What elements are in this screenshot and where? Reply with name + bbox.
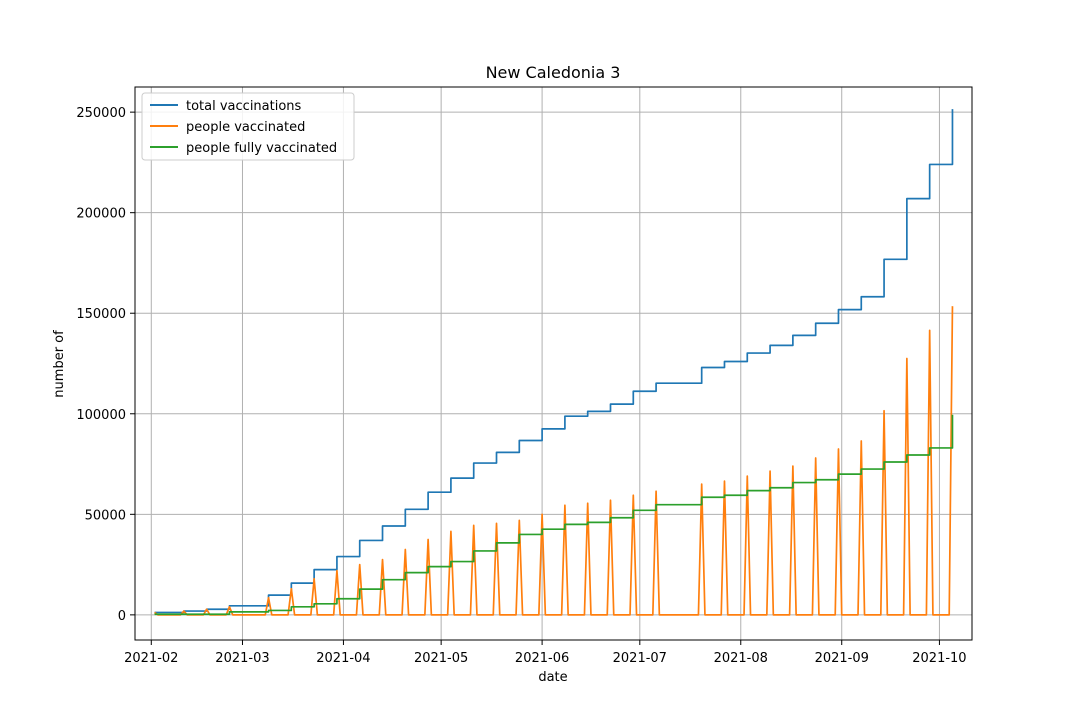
series-line-1 — [154, 306, 954, 616]
x-tick-label: 2021-03 — [215, 651, 269, 666]
x-tick-label: 2021-05 — [414, 651, 468, 666]
x-tick-label: 2021-02 — [124, 651, 178, 666]
y-tick-label: 0 — [118, 609, 126, 624]
series-layer — [154, 109, 954, 616]
legend: total vaccinations people vaccinated peopl… — [141, 92, 355, 161]
legend-label: people fully vaccinated — [186, 141, 337, 156]
legend-label: total vaccinations — [186, 99, 302, 114]
series-line-0 — [154, 109, 954, 614]
x-ticks: 2021-02 2021-03 2021-04 2021-05 2021-06 2021-… — [124, 640, 967, 666]
y-tick-label: 200000 — [76, 207, 126, 222]
x-tick-label: 2021-07 — [613, 651, 667, 666]
y-tick-label: 50000 — [85, 508, 126, 523]
x-axis-label: date — [538, 670, 567, 685]
y-tick-label: 100000 — [76, 408, 126, 423]
x-tick-label: 2021-04 — [316, 651, 370, 666]
series-line-2 — [154, 414, 954, 616]
legend-label: people vaccinated — [186, 120, 305, 135]
y-axis-label: number of — [52, 330, 67, 398]
legend-box — [141, 92, 355, 161]
y-ticks: 0 50000 100000 150000 200000 250000 — [76, 106, 135, 624]
plot-frame — [134, 86, 973, 641]
y-tick-label: 150000 — [76, 307, 126, 322]
x-tick-label: 2021-06 — [515, 651, 569, 666]
x-tick-label: 2021-10 — [912, 651, 966, 666]
x-tick-label: 2021-08 — [714, 651, 768, 666]
y-tick-label: 250000 — [76, 106, 126, 121]
x-tick-label: 2021-09 — [815, 651, 869, 666]
chart-title: New Caledonia 3 — [486, 63, 621, 82]
